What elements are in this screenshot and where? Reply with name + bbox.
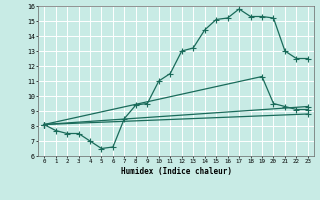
X-axis label: Humidex (Indice chaleur): Humidex (Indice chaleur) [121,167,231,176]
